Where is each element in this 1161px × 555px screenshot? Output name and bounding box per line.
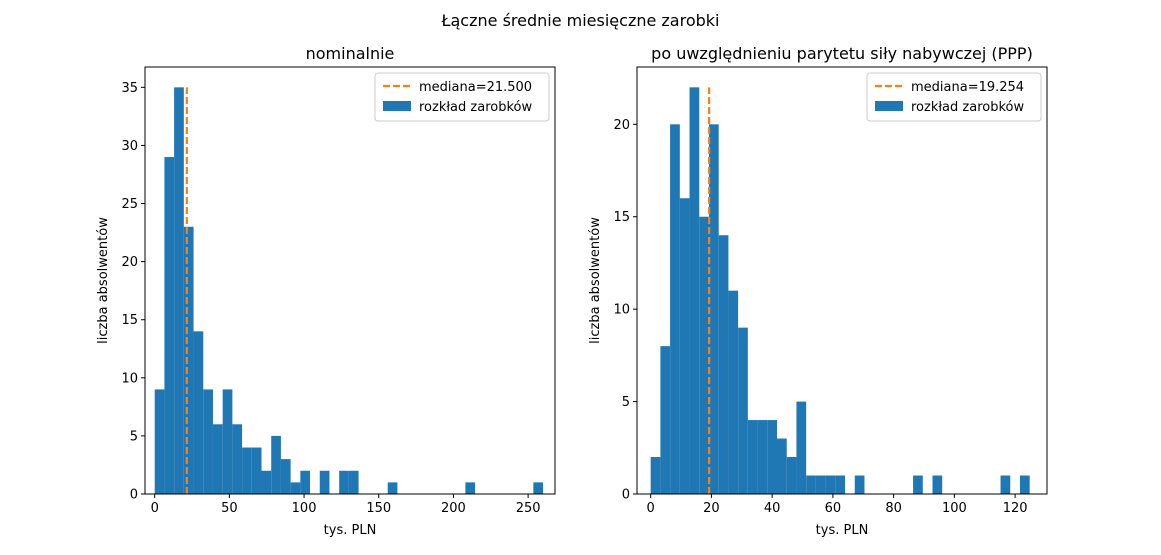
y-axis-label: liczba absolwentów xyxy=(96,217,111,344)
histogram-bar xyxy=(932,475,943,494)
y-tick-label: 35 xyxy=(121,81,138,96)
histogram-bar xyxy=(1000,475,1011,494)
axes-frame xyxy=(636,66,1048,495)
subplot-title: po uwzględnieniu parytetu siły nabywczej… xyxy=(651,44,1033,63)
histogram-bar xyxy=(815,475,826,494)
histogram-bar xyxy=(533,482,544,494)
legend-bar-label: rozkład zarobków xyxy=(911,100,1024,115)
x-axis-label: tys. PLN xyxy=(816,523,869,538)
y-tick-label: 15 xyxy=(613,210,630,225)
x-tick-label: 100 xyxy=(942,501,967,516)
histogram-bar xyxy=(212,424,223,494)
histogram-bar xyxy=(689,87,700,494)
figure-suptitle: Łączne średnie miesięczne zarobki xyxy=(441,11,720,30)
histogram-bar xyxy=(193,331,204,494)
histogram-bar xyxy=(796,401,807,494)
histogram-bars xyxy=(650,87,1030,494)
y-tick-label: 5 xyxy=(622,395,630,410)
chart-ppp: 0 20 40 60 80 100 120 0 5 10 15 20 tys. PLN liczba ab… xyxy=(588,44,1048,538)
histogram-bar xyxy=(465,482,476,494)
x-axis-label: tys. PLN xyxy=(324,523,377,538)
histogram-bar xyxy=(650,457,661,494)
histogram-bar xyxy=(699,216,709,494)
histogram-bar xyxy=(825,475,836,494)
histogram-bar xyxy=(222,389,233,494)
x-tick-label: 50 xyxy=(221,501,238,516)
histogram-bar xyxy=(660,346,671,494)
histogram-bar xyxy=(806,475,816,494)
histogram-bar xyxy=(242,447,252,494)
histogram-bar xyxy=(670,124,680,494)
legend-frame xyxy=(374,72,550,122)
histogram-bar xyxy=(319,470,330,494)
histogram-bar xyxy=(261,470,272,494)
histogram-bar xyxy=(339,470,349,494)
x-tick-label: 150 xyxy=(366,501,391,516)
histogram-bar xyxy=(183,226,194,494)
y-tick-label: 0 xyxy=(130,488,138,503)
histogram-bar xyxy=(271,435,281,494)
histogram-bar xyxy=(913,475,923,494)
legend-bar-swatch xyxy=(383,101,411,111)
histogram-bar xyxy=(747,420,758,494)
histogram-bar xyxy=(348,470,359,494)
histogram-bar xyxy=(290,482,301,494)
legend: mediana=19.254 rozkład zarobków xyxy=(866,72,1042,122)
y-tick-label: 20 xyxy=(613,118,630,133)
histogram-bar xyxy=(164,157,175,495)
histogram-bar xyxy=(835,475,846,494)
legend-median-label: mediana=21.500 xyxy=(419,80,532,95)
x-tick-label: 120 xyxy=(1003,501,1028,516)
x-tick-label: 0 xyxy=(647,501,655,516)
y-tick-label: 0 xyxy=(622,488,630,503)
x-tick-label: 20 xyxy=(703,501,720,516)
axes-frame xyxy=(144,66,556,495)
histogram-bar xyxy=(387,482,398,494)
histogram-bar xyxy=(718,235,729,494)
legend-bar-swatch xyxy=(875,101,903,111)
histogram-bar xyxy=(300,470,311,494)
histogram-bar xyxy=(786,457,797,494)
y-tick-label: 20 xyxy=(121,255,138,270)
legend-bar-label: rozkład zarobków xyxy=(419,100,532,115)
legend-frame xyxy=(866,72,1042,122)
histogram-bar xyxy=(1019,475,1030,494)
x-tick-label: 60 xyxy=(825,501,842,516)
y-tick-label: 30 xyxy=(121,139,138,154)
histogram-bar xyxy=(251,447,262,494)
histogram-bar xyxy=(154,389,165,494)
histogram-bar xyxy=(679,198,690,494)
histogram-bar xyxy=(767,420,778,494)
legend: mediana=21.500 rozkład zarobków xyxy=(374,72,550,122)
histogram-bar xyxy=(708,124,719,494)
chart-nominal: 0 50 100 150 200 250 0 5 10 15 20 25 30 35 tys. PLN lic… xyxy=(96,44,556,538)
y-tick-label: 10 xyxy=(121,371,138,386)
histogram-bar xyxy=(232,424,243,494)
y-tick-label: 25 xyxy=(121,197,138,212)
x-tick-label: 100 xyxy=(292,501,317,516)
x-tick-label: 80 xyxy=(885,501,902,516)
legend-median-label: mediana=19.254 xyxy=(911,80,1024,95)
x-tick-label: 0 xyxy=(151,501,159,516)
x-tick-label: 200 xyxy=(441,501,466,516)
histogram-bar xyxy=(174,87,184,494)
histogram-bar xyxy=(280,459,291,494)
histogram-bar xyxy=(738,327,748,494)
histogram-bars xyxy=(154,87,544,495)
histogram-bar xyxy=(757,420,768,494)
y-axis-label: liczba absolwentów xyxy=(588,217,603,344)
x-tick-label: 40 xyxy=(764,501,781,516)
y-tick-label: 15 xyxy=(121,313,138,328)
y-tick-label: 5 xyxy=(130,429,138,444)
y-tick-label: 10 xyxy=(613,303,630,318)
histogram-bar xyxy=(728,290,739,494)
histogram-bar xyxy=(777,438,787,494)
histogram-bar xyxy=(203,389,213,494)
subplot-title: nominalnie xyxy=(306,44,395,63)
histogram-bar xyxy=(854,475,865,494)
x-tick-label: 250 xyxy=(516,501,541,516)
